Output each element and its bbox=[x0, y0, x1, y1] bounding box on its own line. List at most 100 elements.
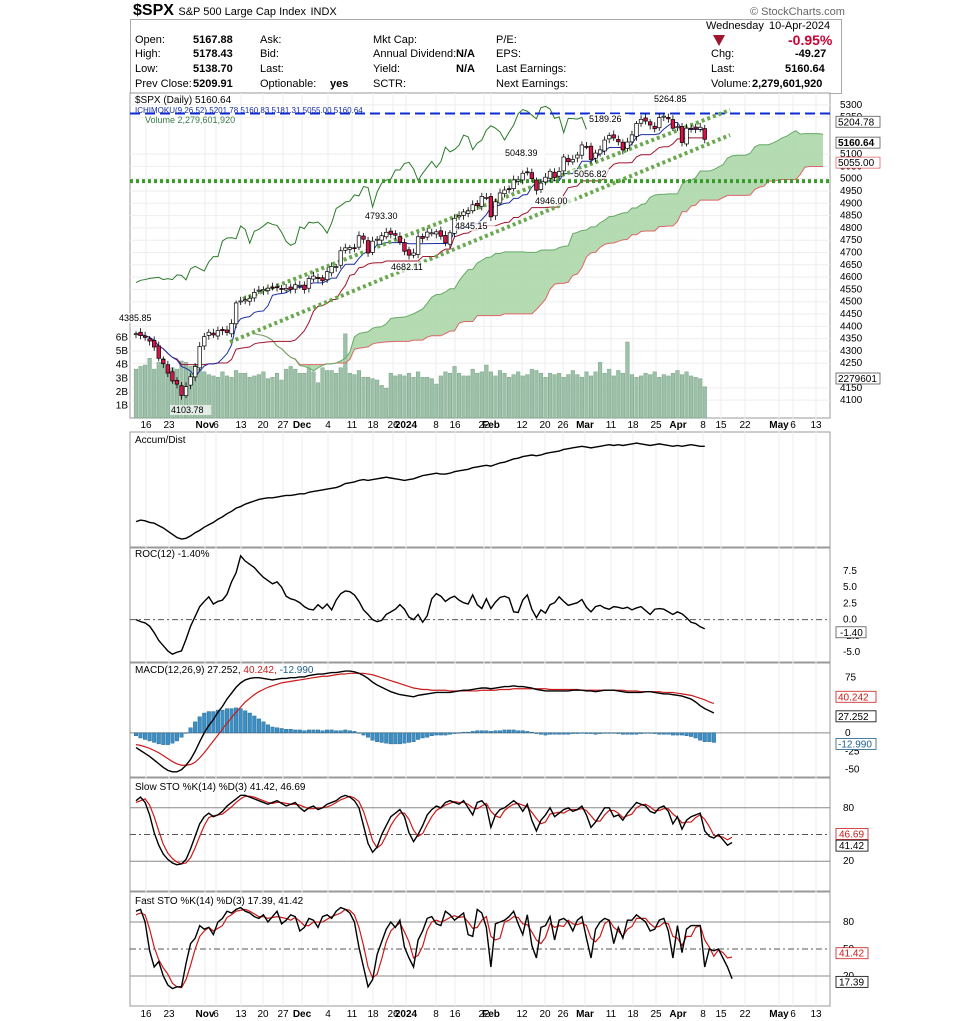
bottom-axis-label: 20 bbox=[539, 1009, 551, 1020]
volume-bar bbox=[670, 372, 675, 419]
top-axis-label: 8 bbox=[433, 420, 439, 431]
macd-histogram-bar bbox=[598, 732, 603, 734]
candle-body bbox=[443, 235, 448, 244]
macd-histogram-bar bbox=[288, 728, 293, 734]
candle-body bbox=[361, 235, 366, 240]
macd-histogram-bar bbox=[420, 732, 425, 739]
volume-bar bbox=[470, 368, 475, 419]
price-ytick: 4700 bbox=[840, 248, 863, 259]
bottom-axis-label: 11 bbox=[606, 1009, 617, 1020]
macd-histogram-bar bbox=[306, 729, 311, 734]
yield-label: Yield: bbox=[373, 63, 401, 75]
macd-ytick: -50 bbox=[845, 765, 860, 776]
volume-bar bbox=[325, 370, 330, 419]
accum-dist-line bbox=[135, 442, 705, 540]
candle-body bbox=[233, 302, 239, 325]
macd-histogram-bar bbox=[434, 732, 439, 736]
change-percent: -0.95% bbox=[788, 32, 833, 48]
candle-body bbox=[284, 288, 289, 291]
volume-bar bbox=[666, 375, 671, 419]
macd-histogram-bar bbox=[466, 731, 471, 734]
macd-histogram-bar bbox=[675, 732, 680, 736]
candle-body bbox=[620, 141, 625, 151]
macd-histogram-bar bbox=[584, 732, 589, 734]
top-axis-label: Nov bbox=[196, 420, 215, 431]
macd-histogram-bar bbox=[525, 731, 530, 734]
price-ytick: 4600 bbox=[840, 272, 863, 283]
macd-histogram-bar bbox=[161, 732, 166, 745]
candle-body bbox=[329, 266, 334, 274]
volume-bar bbox=[206, 374, 211, 419]
macd-histogram-bar bbox=[147, 732, 152, 742]
candle-body bbox=[670, 119, 676, 129]
price-ytick: 5300 bbox=[840, 100, 863, 111]
candle-body bbox=[356, 235, 362, 248]
top-axis-label: 23 bbox=[163, 420, 175, 431]
candle-body bbox=[429, 232, 434, 235]
prev-close-label: Prev Close: bbox=[135, 78, 192, 90]
down-arrow-icon bbox=[713, 35, 725, 46]
volume-bar bbox=[306, 364, 311, 419]
macd-histogram-bar bbox=[488, 731, 493, 734]
top-axis-label: 16 bbox=[449, 420, 461, 431]
price-ytick: 5000 bbox=[840, 174, 863, 185]
volume-bar bbox=[270, 377, 275, 419]
macd-legend-part: 40.242, bbox=[243, 665, 279, 676]
macd-histogram-bar bbox=[329, 729, 334, 734]
volume-bar bbox=[534, 370, 539, 419]
volume-bar bbox=[265, 378, 270, 419]
macd-histogram-bar bbox=[680, 732, 685, 736]
candle-body bbox=[174, 380, 180, 385]
volume-bar bbox=[429, 378, 434, 419]
candle-body bbox=[334, 266, 339, 268]
candle-body bbox=[497, 192, 503, 204]
macd-histogram-bar bbox=[256, 718, 261, 734]
candle-body bbox=[698, 126, 703, 130]
top-axis-label: 26 bbox=[557, 420, 569, 431]
price-ytick: 4450 bbox=[840, 309, 863, 320]
macd-histogram-bar bbox=[234, 707, 239, 734]
macd-histogram-bar bbox=[566, 732, 571, 735]
mkt-cap-label: Mkt Cap: bbox=[373, 34, 418, 46]
price-ytick: 4250 bbox=[840, 358, 863, 369]
volume-bar bbox=[315, 382, 321, 419]
macd-histogram-bar bbox=[698, 732, 703, 741]
candle-body bbox=[634, 123, 639, 137]
bottom-axis-label: 25 bbox=[650, 1009, 662, 1020]
volume-bar bbox=[174, 368, 179, 419]
ichimoku-tenkan bbox=[135, 121, 705, 378]
candle-body bbox=[375, 238, 380, 241]
bottom-axis-label: 15 bbox=[715, 1009, 727, 1020]
volume-bar bbox=[411, 377, 416, 419]
volume-bar bbox=[598, 362, 603, 419]
fast-sto-value-tag-text: 17.39 bbox=[839, 977, 864, 988]
volume-bar bbox=[575, 374, 580, 419]
macd-line bbox=[135, 670, 715, 773]
volume-bar bbox=[639, 375, 644, 419]
macd-histogram-bar bbox=[143, 732, 148, 740]
volume-bar bbox=[347, 372, 352, 419]
macd-histogram-bar bbox=[538, 732, 543, 735]
volume-bar bbox=[493, 375, 498, 419]
volume-ytick: 3B bbox=[116, 373, 129, 384]
macd-histogram-bar bbox=[170, 732, 175, 744]
candle-body bbox=[593, 152, 598, 159]
slow-sto-d-line bbox=[135, 795, 733, 865]
top-axis-label: 13 bbox=[810, 420, 822, 431]
macd-histogram-bar bbox=[579, 732, 584, 734]
fast-sto-value-tag bbox=[835, 947, 869, 960]
candle-body bbox=[279, 288, 284, 290]
volume-value-tag-text: 2279601 bbox=[838, 374, 877, 385]
volume-bar bbox=[434, 383, 439, 419]
volume-bar bbox=[620, 372, 625, 419]
price-ytick: 4750 bbox=[840, 235, 863, 246]
volume-bar bbox=[366, 377, 371, 419]
roc-ytick: 0.0 bbox=[843, 615, 857, 626]
macd-histogram-bar bbox=[220, 709, 225, 734]
candle-body bbox=[479, 196, 484, 207]
volume-bar bbox=[361, 377, 366, 419]
candle-body bbox=[270, 286, 275, 289]
macd-histogram-bar bbox=[711, 732, 716, 743]
price-annotation: 4682.11 bbox=[391, 262, 423, 272]
exchange: INDX bbox=[310, 6, 337, 18]
